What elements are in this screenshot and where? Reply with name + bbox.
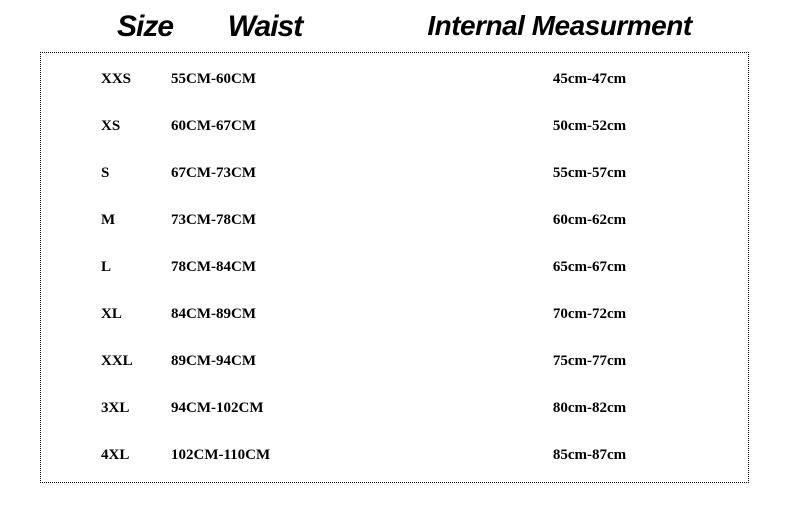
cell-waist: 84CM-89CM <box>141 306 321 323</box>
cell-waist: 73CM-78CM <box>141 212 321 229</box>
cell-internal: 45cm-47cm <box>321 71 728 88</box>
cell-size: XL <box>61 306 141 323</box>
cell-size: S <box>61 165 141 182</box>
table-header-row: Size Waist Internal Measurment <box>40 10 749 44</box>
cell-internal: 70cm-72cm <box>321 306 728 323</box>
cell-size: 3XL <box>61 400 141 417</box>
size-table: XXS 55CM-60CM 45cm-47cm XS 60CM-67CM 50c… <box>40 52 749 483</box>
cell-size: 4XL <box>61 447 141 464</box>
cell-waist: 67CM-73CM <box>141 165 321 182</box>
cell-internal: 55cm-57cm <box>321 165 728 182</box>
table-row: L 78CM-84CM 65cm-67cm <box>61 259 728 276</box>
cell-waist: 89CM-94CM <box>141 353 321 370</box>
cell-waist: 78CM-84CM <box>141 259 321 276</box>
header-size: Size <box>90 10 200 44</box>
cell-internal: 75cm-77cm <box>321 353 728 370</box>
table-row: XL 84CM-89CM 70cm-72cm <box>61 306 728 323</box>
cell-waist: 102CM-110CM <box>141 447 321 464</box>
header-waist: Waist <box>200 10 330 44</box>
cell-internal: 50cm-52cm <box>321 118 728 135</box>
cell-size: XS <box>61 118 141 135</box>
cell-internal: 60cm-62cm <box>321 212 728 229</box>
table-row: 4XL 102CM-110CM 85cm-87cm <box>61 447 728 464</box>
cell-waist: 94CM-102CM <box>141 400 321 417</box>
cell-waist: 60CM-67CM <box>141 118 321 135</box>
cell-internal: 65cm-67cm <box>321 259 728 276</box>
table-row: XS 60CM-67CM 50cm-52cm <box>61 118 728 135</box>
table-row: 3XL 94CM-102CM 80cm-82cm <box>61 400 728 417</box>
cell-size: XXL <box>61 353 141 370</box>
table-row: M 73CM-78CM 60cm-62cm <box>61 212 728 229</box>
table-row: XXL 89CM-94CM 75cm-77cm <box>61 353 728 370</box>
cell-size: XXS <box>61 71 141 88</box>
header-internal: Internal Measurment <box>330 10 749 44</box>
cell-internal: 80cm-82cm <box>321 400 728 417</box>
table-row: XXS 55CM-60CM 45cm-47cm <box>61 71 728 88</box>
cell-waist: 55CM-60CM <box>141 71 321 88</box>
cell-size: L <box>61 259 141 276</box>
cell-internal: 85cm-87cm <box>321 447 728 464</box>
cell-size: M <box>61 212 141 229</box>
table-row: S 67CM-73CM 55cm-57cm <box>61 165 728 182</box>
